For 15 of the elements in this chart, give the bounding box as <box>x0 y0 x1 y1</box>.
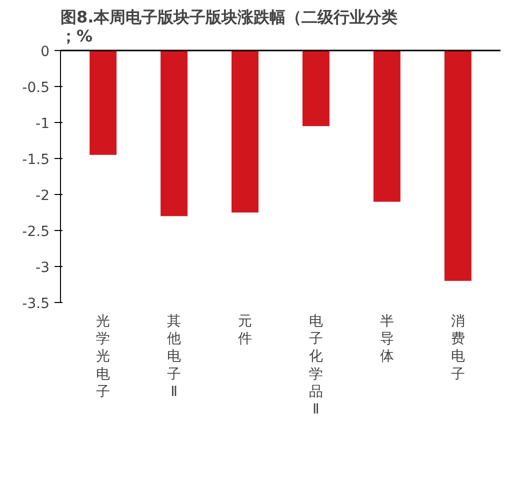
y-tick-label: -2 <box>36 188 50 204</box>
y-tick-label: -2.5 <box>22 224 50 240</box>
chart-title: 图8.本周电子版块子版块涨跌幅（二级行业分类；% <box>60 8 398 46</box>
y-tick-label: 0 <box>40 44 50 60</box>
x-tick-label: 光学光电子 <box>96 314 110 400</box>
x-tick-label: 消费电子 <box>450 314 465 382</box>
y-tick-label: -1.5 <box>22 152 50 168</box>
y-tick-label: -3.5 <box>22 296 50 312</box>
x-tick-label: 半导体 <box>380 314 394 365</box>
y-tick-label: -0.5 <box>22 80 50 96</box>
x-tick-label: 元件 <box>238 314 252 348</box>
y-tick-label: -1 <box>36 116 50 132</box>
y-tick-label: -3 <box>36 260 50 276</box>
x-tick-label: 其他电子Ⅱ <box>167 314 182 400</box>
x-tick-label: 电子化学品Ⅱ <box>308 314 323 418</box>
